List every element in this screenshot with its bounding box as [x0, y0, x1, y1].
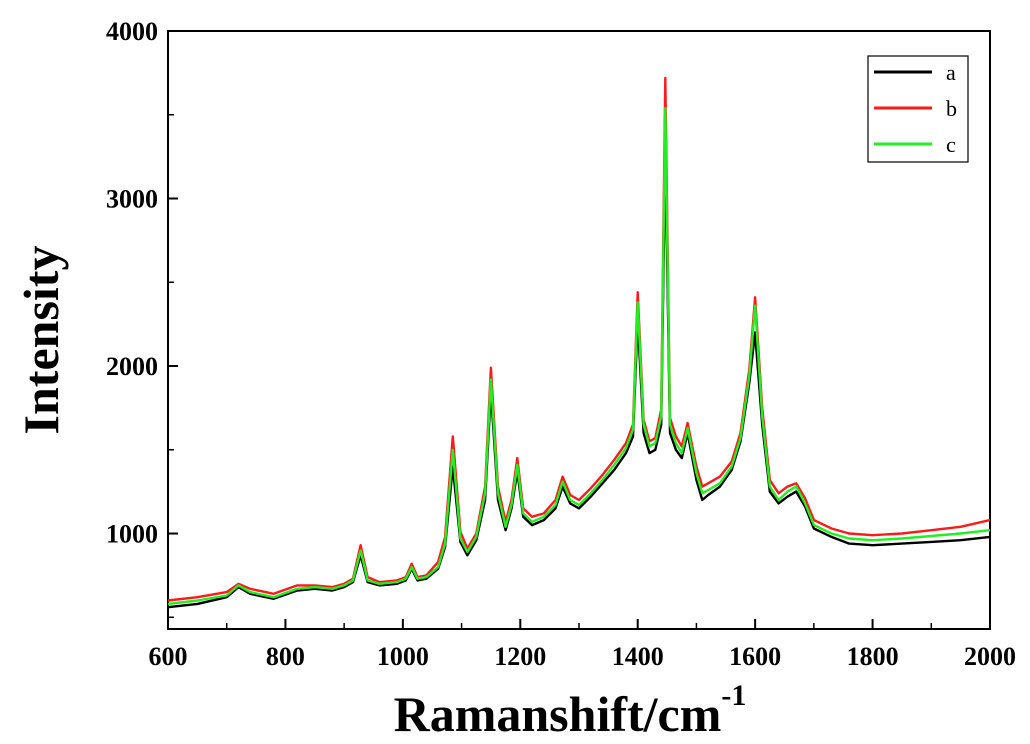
y-tick-label: 2000 — [106, 352, 158, 381]
y-tick-label: 3000 — [106, 185, 158, 214]
x-tick-label: 800 — [266, 642, 305, 671]
x-tick-label: 2000 — [964, 642, 1016, 671]
legend: a b c — [867, 55, 969, 163]
x-axis-title: Ramanshift/cm-1 — [394, 679, 747, 742]
series-group — [167, 76, 991, 609]
x-tick-label: 1600 — [729, 642, 781, 671]
x-tick-label: 1800 — [847, 642, 899, 671]
x-tick-label: 1000 — [377, 642, 429, 671]
series-line-c — [167, 106, 991, 606]
x-tick-label: 1200 — [494, 642, 546, 671]
legend-label-c: c — [946, 132, 956, 157]
legend-label-b: b — [946, 96, 957, 121]
x-tick-label: 600 — [149, 642, 188, 671]
legend-label-a: a — [946, 60, 956, 85]
y-tick-label: 1000 — [106, 520, 158, 549]
x-axis-title-superscript: -1 — [721, 679, 746, 712]
x-axis-title-main: Ramanshift/cm — [394, 686, 722, 742]
plot-frame — [167, 30, 991, 630]
ticks-group: 600 800 1000 1200 1400 1600 1800 2000 1000 2000 30… — [106, 17, 1016, 671]
y-axis-title: Intensity — [13, 246, 69, 435]
y-tick-label: 4000 — [106, 17, 158, 46]
x-tick-label: 1400 — [612, 642, 664, 671]
